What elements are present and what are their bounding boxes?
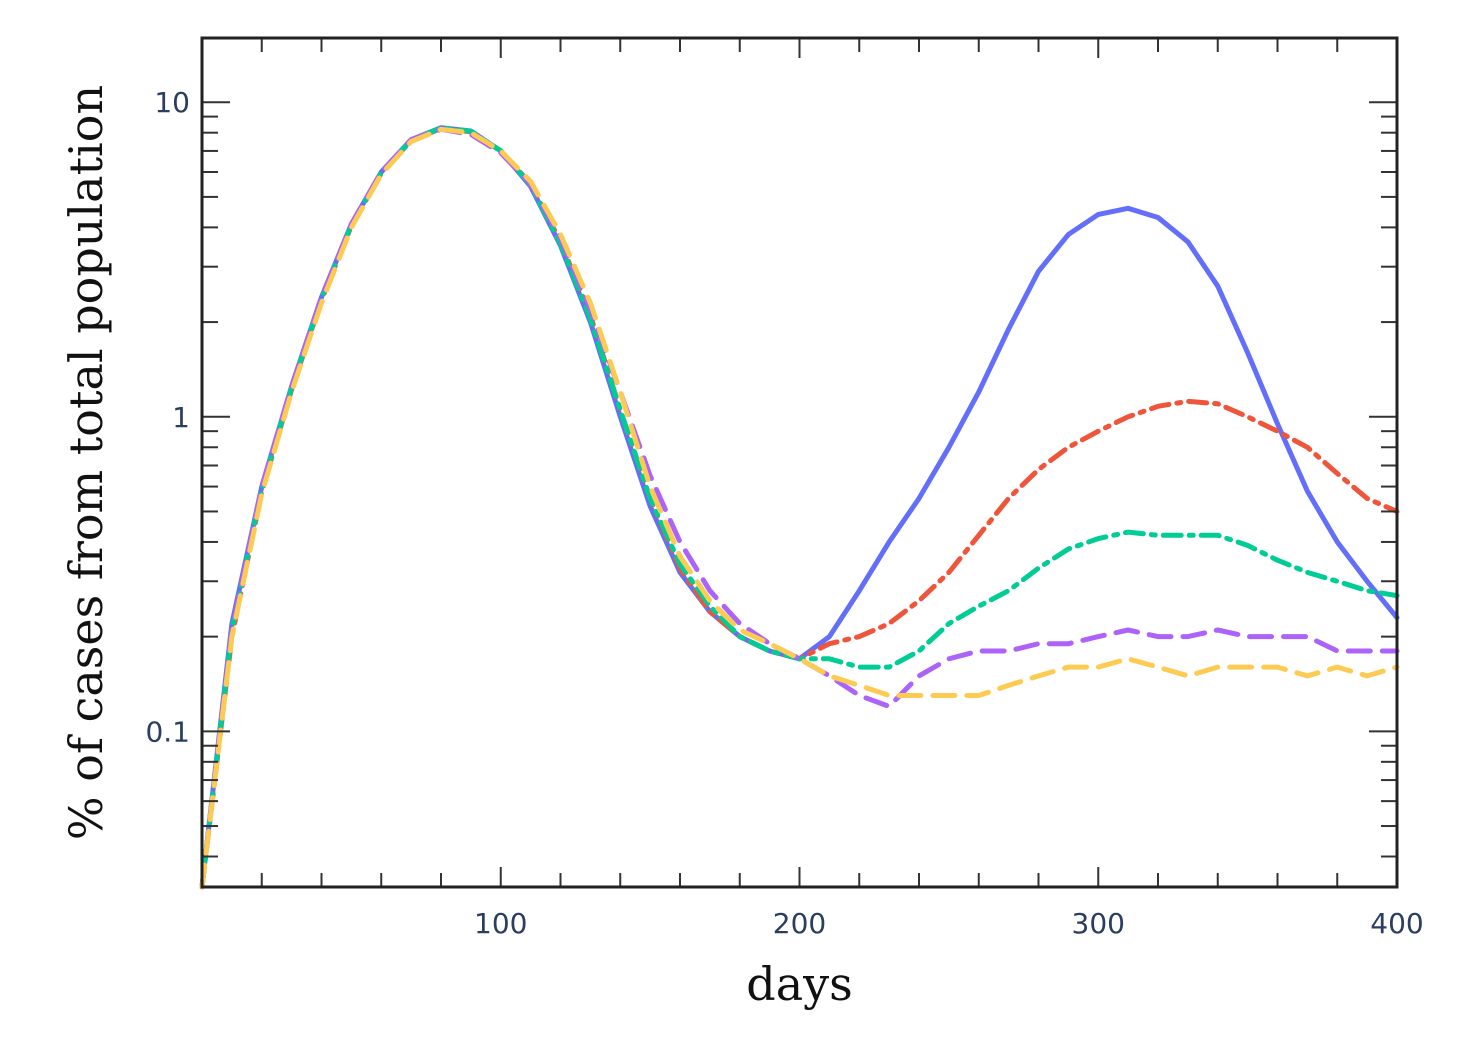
y-tick-label: 0.1 — [145, 715, 190, 748]
x-tick-label: 200 — [773, 907, 826, 940]
y-axis-title: % of cases from total population — [59, 85, 113, 840]
x-tick-label: 100 — [474, 907, 527, 940]
series-line-5 — [199, 126, 1400, 890]
series-line-4 — [199, 126, 1400, 890]
y-tick-label: 1 — [172, 401, 190, 434]
series-line-1 — [199, 125, 1400, 890]
tick-layer: 100 200 300 400 0.1 1 10 — [145, 38, 1424, 940]
x-tick-label: 300 — [1072, 907, 1125, 940]
series-line-2 — [199, 126, 1400, 890]
plot-frame — [200, 36, 1399, 889]
x-tick-label: 400 — [1370, 907, 1423, 940]
series-layer — [199, 125, 1400, 890]
y-tick-label: 10 — [154, 86, 190, 119]
x-axis-title: days — [746, 957, 852, 1011]
series-line-3 — [199, 125, 1400, 890]
